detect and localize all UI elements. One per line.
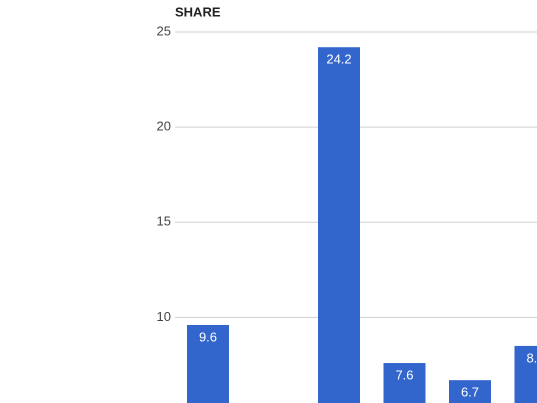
- y-tick-label: 10: [157, 309, 171, 324]
- data-label: 24.2: [326, 52, 351, 67]
- y-tick-label: 20: [157, 119, 171, 134]
- data-label: 9.6: [199, 329, 217, 344]
- bar: [383, 363, 426, 403]
- data-label: 6.7: [461, 385, 479, 400]
- y-tick-label: 15: [157, 214, 171, 229]
- data-label: 7.6: [395, 367, 413, 382]
- y-tick-label: 25: [157, 23, 171, 38]
- bar: [318, 47, 360, 403]
- bar: [449, 380, 491, 403]
- bar: [514, 345, 537, 403]
- bar: [187, 324, 229, 403]
- axis-title: SHARE: [175, 4, 221, 19]
- data-label: 8.5: [526, 350, 537, 365]
